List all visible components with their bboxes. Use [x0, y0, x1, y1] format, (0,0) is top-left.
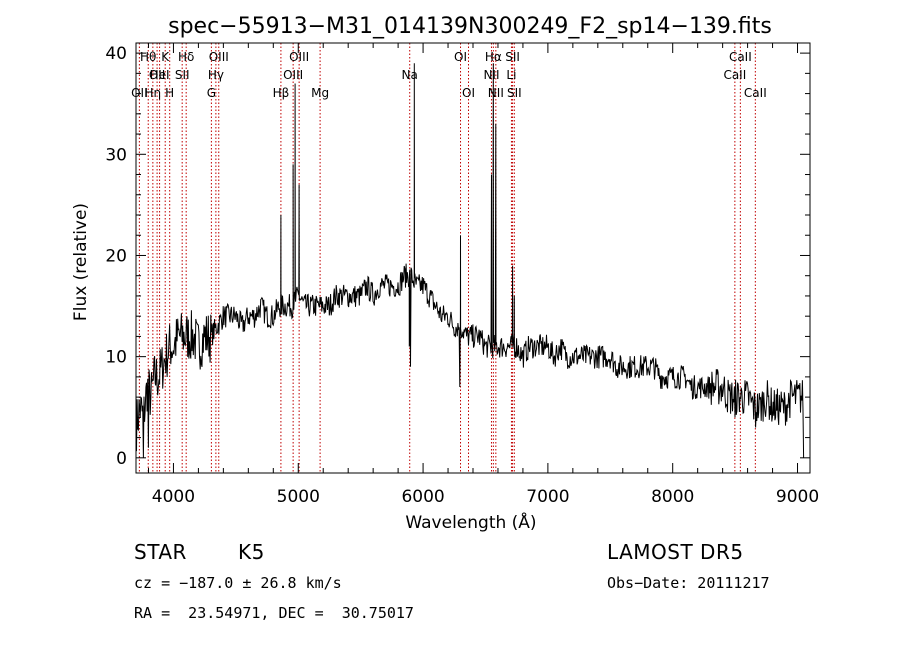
line-marker-label: H: [165, 86, 174, 100]
y-tick-label: 30: [105, 145, 127, 165]
line-marker-label: Hδ: [178, 50, 194, 64]
line-marker-label: Hθ: [140, 50, 156, 64]
line-marker-label: Na: [402, 68, 418, 82]
line-marker-label: Hβ: [273, 86, 290, 100]
y-axis-label: Flux (relative): [71, 203, 91, 321]
line-marker-label: K: [161, 50, 170, 64]
observation-date: Obs−Date: 20111217: [607, 574, 770, 592]
line-marker-label: HeI: [150, 68, 170, 82]
line-marker-label: SII: [505, 50, 520, 64]
x-tick-label: 9000: [776, 487, 819, 507]
line-marker-label: NII: [488, 86, 504, 100]
line-marker-label: SII: [507, 86, 522, 100]
x-axis-label: Wavelength (Å): [405, 511, 536, 533]
line-marker-label: OII: [131, 86, 148, 100]
line-marker-label: OIII: [289, 50, 309, 64]
line-marker-labels: OIIHθHηOIIHeIKHSIIHδGHγOIIIHβOIIIOIIIMgN…: [131, 50, 767, 100]
survey-name: LAMOST DR5: [607, 540, 744, 564]
line-marker-label: OIII: [283, 68, 303, 82]
line-marker-label: OIII: [209, 50, 229, 64]
line-marker-label: OI: [462, 86, 475, 100]
line-marker-label: Hγ: [208, 68, 224, 82]
plot-frame: [135, 42, 811, 474]
line-marker-label: Hη: [145, 86, 162, 100]
y-tick-label: 20: [105, 246, 127, 266]
line-marker-label: G: [207, 86, 216, 100]
line-marker-label: CaII: [744, 86, 767, 100]
line-markers: [138, 43, 756, 473]
x-tick-label: 4000: [152, 487, 195, 507]
x-tick-label: 5000: [277, 487, 320, 507]
y-tick-label: 0: [116, 449, 127, 469]
line-marker-label: Mg: [311, 86, 329, 100]
line-marker-label: CaII: [729, 50, 752, 64]
y-tick-label: 40: [105, 44, 127, 64]
object-class: STAR: [134, 540, 187, 564]
x-tick-label: 8000: [651, 487, 694, 507]
line-marker-label: OI: [454, 50, 467, 64]
line-marker-label: NII: [483, 68, 499, 82]
chart-title: spec−55913−M31_014139N300249_F2_sp14−139…: [168, 14, 772, 39]
x-tick-label: 7000: [526, 487, 569, 507]
y-axis: 0 10 20 30 40: [105, 44, 810, 469]
redshift-velocity: cz = −187.0 ± 26.8 km/s: [134, 574, 342, 592]
line-marker-label: Li: [506, 68, 516, 82]
y-tick-label: 10: [105, 348, 127, 368]
object-subclass: K5: [238, 540, 265, 564]
line-marker-label: SII: [175, 68, 190, 82]
line-marker-label: Hα: [485, 50, 502, 64]
spectrum-line: [136, 63, 805, 458]
x-axis: 4000 5000 6000 7000 8000 9000: [147, 43, 819, 507]
line-marker-label: CaII: [723, 68, 746, 82]
coordinates: RA = 23.54971, DEC = 30.75017: [134, 604, 414, 622]
x-tick-label: 6000: [401, 487, 444, 507]
line-marker-label: OII: [149, 68, 166, 82]
